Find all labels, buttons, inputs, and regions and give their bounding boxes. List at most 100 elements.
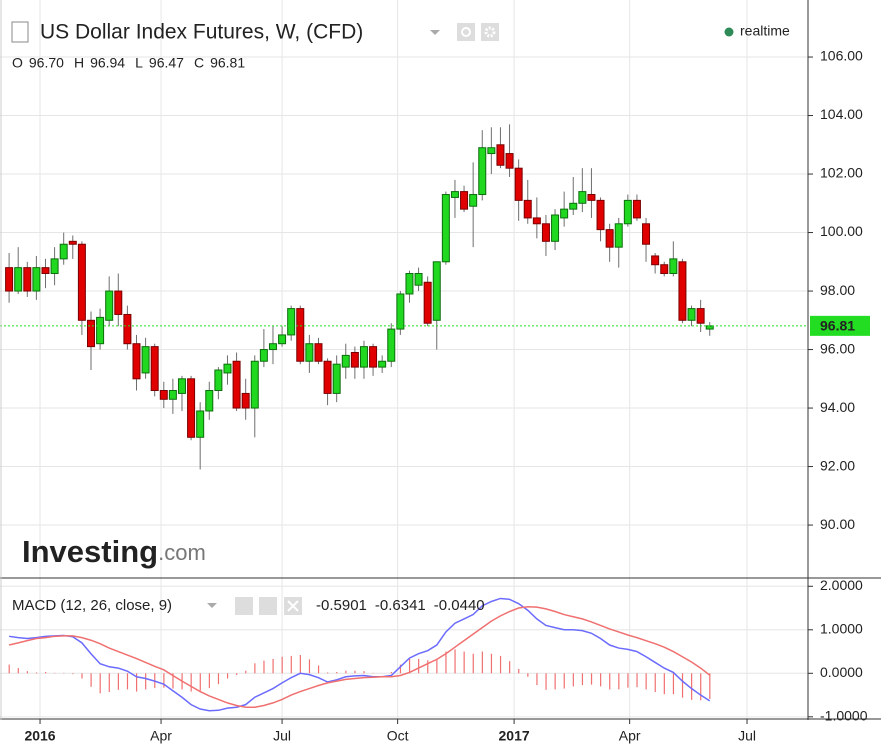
watermark: Investing.com xyxy=(22,534,206,569)
candle-body xyxy=(77,243,86,321)
candle-body xyxy=(450,191,459,198)
histogram-bar xyxy=(499,655,502,674)
candle-body xyxy=(5,267,14,292)
candle-body xyxy=(396,293,405,330)
y-tick-label: -1.0000 xyxy=(820,708,868,724)
candle-body xyxy=(259,349,268,362)
candle-body xyxy=(587,194,596,201)
histogram-bar xyxy=(8,664,10,674)
candle-body xyxy=(23,267,32,292)
candle-body xyxy=(523,199,532,219)
histogram-bar xyxy=(272,658,274,674)
histogram-bar xyxy=(590,673,593,685)
candle-body xyxy=(214,369,223,392)
ohlc-key: O xyxy=(12,55,23,71)
candle-body xyxy=(114,290,123,315)
histogram-bar xyxy=(509,661,511,674)
histogram-bar xyxy=(17,668,19,674)
histogram-bar xyxy=(217,673,220,685)
histogram-bar xyxy=(572,673,574,687)
indicator-dropdown[interactable] xyxy=(207,603,217,608)
candle-body xyxy=(560,208,569,219)
histogram-bar xyxy=(199,673,201,691)
histogram-bar xyxy=(645,673,647,690)
histogram-bar xyxy=(363,671,365,674)
histogram-bar xyxy=(472,653,474,674)
y-tick-label: 100.00 xyxy=(820,223,863,239)
histogram-bar xyxy=(190,673,192,692)
x-tick-label: 2017 xyxy=(499,728,530,744)
candle-body xyxy=(14,267,23,292)
x-tick-label: Jul xyxy=(738,728,756,744)
histogram-bar xyxy=(618,673,620,690)
indicator-eye-icon[interactable] xyxy=(235,597,253,615)
histogram-bar xyxy=(445,651,447,674)
histogram-bar xyxy=(90,673,92,687)
histogram-bar xyxy=(654,673,656,693)
candle-body xyxy=(132,343,141,380)
candle-body xyxy=(687,308,696,321)
candle-body xyxy=(423,281,432,324)
histogram-bar xyxy=(627,673,629,688)
candle-body xyxy=(141,346,150,374)
x-tick-label: Jul xyxy=(273,728,291,744)
settings-icon[interactable] xyxy=(481,23,499,41)
candle-body xyxy=(323,360,332,394)
y-tick-label: 92.00 xyxy=(820,457,855,473)
candle-body xyxy=(187,378,196,438)
indicator-settings-icon[interactable] xyxy=(259,597,277,615)
histogram-bar xyxy=(418,658,420,674)
histogram-bar xyxy=(563,673,565,689)
settings-icon-glyph xyxy=(484,26,496,38)
last-price-tag xyxy=(810,315,870,336)
candle-body xyxy=(614,223,623,248)
histogram-bar xyxy=(290,655,292,674)
candle-body xyxy=(441,194,450,263)
candle-body xyxy=(287,308,296,336)
symbol-icon[interactable] xyxy=(11,21,29,43)
histogram-bar xyxy=(681,673,684,698)
candle-body xyxy=(168,390,177,400)
candle-body xyxy=(578,191,587,204)
histogram-bar xyxy=(399,664,402,674)
x-tick-label: Apr xyxy=(619,728,641,744)
status-text: realtime xyxy=(740,23,790,39)
eye-icon[interactable] xyxy=(457,23,475,41)
ohlc-value: 96.70 xyxy=(29,55,64,71)
dropdown-arrow[interactable] xyxy=(430,30,440,35)
candle-body xyxy=(432,261,441,321)
candle-body xyxy=(105,290,114,321)
y-tick-label: 96.00 xyxy=(820,340,855,356)
ohlc-value: 96.94 xyxy=(90,55,125,71)
candle-body xyxy=(250,360,259,409)
candle-body xyxy=(177,378,186,394)
candle-body xyxy=(350,351,359,368)
candle-body xyxy=(68,240,77,245)
indicator-line xyxy=(8,605,711,708)
candle-body xyxy=(50,258,59,274)
histogram-bar xyxy=(99,673,101,694)
y-tick-label: 104.00 xyxy=(820,106,863,122)
y-tick-label: 0.0000 xyxy=(820,664,863,680)
candle-body xyxy=(359,346,368,368)
histogram-bar xyxy=(636,673,638,688)
histogram-bar xyxy=(263,660,265,674)
candle-body xyxy=(196,410,205,438)
histogram-bar xyxy=(281,656,283,674)
histogram-bar xyxy=(208,673,210,689)
histogram-bar xyxy=(536,673,538,686)
histogram-bar xyxy=(672,673,675,695)
histogram-bar xyxy=(145,673,147,690)
histogram-bar xyxy=(554,673,556,690)
candle-body xyxy=(223,363,232,374)
ohlc-key: H xyxy=(74,55,84,71)
candle-body xyxy=(296,308,305,362)
histogram-bar xyxy=(172,673,174,689)
indicator-line xyxy=(8,597,711,712)
candle-body xyxy=(96,316,105,345)
histogram-bar xyxy=(454,649,456,674)
candle-body xyxy=(369,346,378,368)
histogram-bar xyxy=(663,673,665,695)
candle-body xyxy=(41,267,50,274)
plot xyxy=(0,124,808,712)
